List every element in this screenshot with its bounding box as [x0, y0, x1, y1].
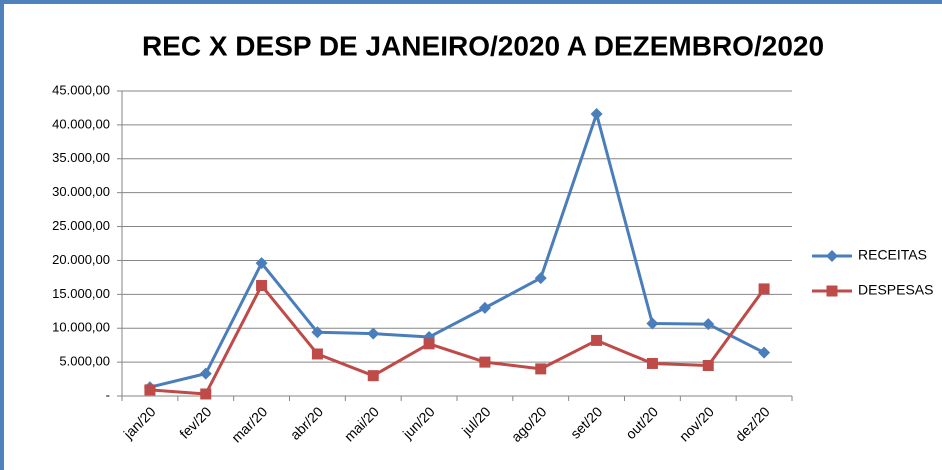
marker	[534, 272, 547, 285]
x-tick-label: out/20	[622, 403, 661, 442]
marker	[423, 338, 435, 350]
x-tick-label: fev/20	[176, 403, 214, 441]
marker	[702, 318, 715, 331]
legend-label: RECEITAS	[858, 247, 927, 263]
y-tick-label: 15.000,00	[52, 286, 110, 301]
y-tick-label: 5.000,00	[59, 354, 110, 369]
y-tick-label: 40.000,00	[52, 116, 110, 131]
y-tick-label: 20.000,00	[52, 252, 110, 267]
marker	[702, 360, 714, 371]
marker	[758, 283, 770, 295]
marker	[311, 348, 323, 360]
marker	[590, 108, 603, 121]
marker	[199, 367, 212, 380]
marker	[311, 326, 324, 339]
y-tick-label: 45.000,00	[52, 82, 110, 97]
x-tick-label: mar/20	[228, 403, 270, 445]
marker	[826, 285, 838, 297]
series-line	[149, 112, 765, 389]
x-tick-label: jul/20	[458, 403, 494, 439]
y-tick-label: 25.000,00	[52, 218, 110, 233]
marker	[144, 384, 156, 396]
y-tick-label: 35.000,00	[52, 150, 110, 165]
marker	[535, 363, 547, 375]
marker	[826, 250, 838, 262]
marker	[200, 388, 212, 400]
marker	[478, 301, 491, 314]
marker	[367, 370, 379, 382]
x-tick-label: mai/20	[341, 403, 382, 444]
marker	[646, 317, 659, 330]
x-tick-label: abr/20	[287, 403, 327, 443]
x-tick-label: jun/20	[399, 403, 438, 442]
marker	[646, 357, 658, 369]
x-tick-label: nov/20	[676, 403, 717, 444]
y-tick-label: 10.000,00	[52, 320, 110, 335]
marker	[256, 280, 268, 292]
x-tick-label: ago/20	[508, 403, 550, 445]
legend-label: DESPESAS	[858, 282, 933, 298]
series-line	[149, 284, 766, 396]
x-tick-label: set/20	[567, 403, 605, 441]
y-tick-label: -	[106, 387, 110, 402]
x-tick-label: dez/20	[732, 403, 773, 444]
y-tick-label: 30.000,00	[52, 184, 110, 199]
marker	[479, 356, 491, 368]
x-tick-label: jan/20	[120, 403, 159, 442]
chart-title: REC X DESP DE JANEIRO/2020 A DEZEMBRO/20…	[142, 30, 824, 61]
marker	[591, 334, 603, 346]
marker	[367, 327, 380, 340]
marker	[758, 346, 771, 359]
marker	[255, 257, 268, 270]
